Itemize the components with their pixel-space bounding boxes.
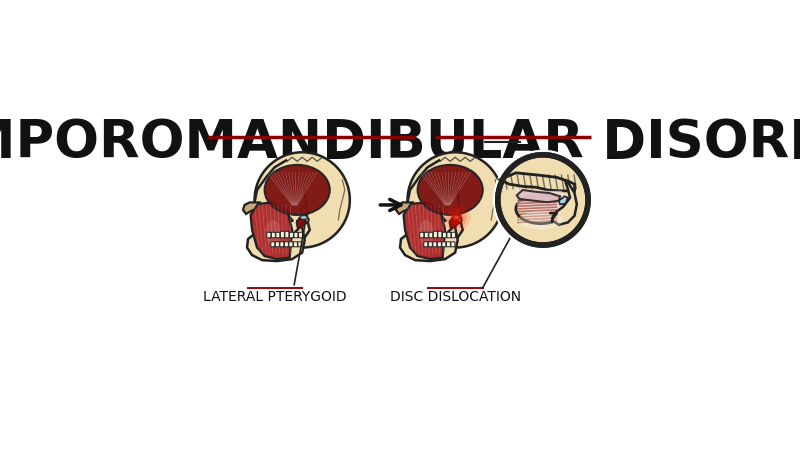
Ellipse shape [298, 216, 309, 224]
FancyBboxPatch shape [284, 242, 289, 247]
Ellipse shape [518, 211, 563, 229]
Circle shape [453, 214, 460, 221]
FancyBboxPatch shape [275, 242, 279, 247]
FancyBboxPatch shape [451, 232, 455, 238]
FancyBboxPatch shape [294, 242, 298, 247]
Ellipse shape [301, 206, 309, 216]
Circle shape [446, 207, 466, 228]
Polygon shape [403, 202, 445, 259]
FancyBboxPatch shape [298, 242, 302, 247]
Text: DISC DISLOCATION: DISC DISLOCATION [390, 290, 521, 304]
Ellipse shape [300, 216, 307, 219]
Polygon shape [250, 202, 292, 259]
FancyBboxPatch shape [289, 242, 293, 247]
Ellipse shape [266, 220, 281, 245]
FancyBboxPatch shape [447, 232, 451, 238]
FancyBboxPatch shape [442, 242, 446, 247]
FancyBboxPatch shape [294, 232, 298, 238]
Polygon shape [552, 182, 577, 225]
Ellipse shape [265, 165, 330, 215]
Text: LATERAL PTERYGOID: LATERAL PTERYGOID [202, 290, 346, 304]
Polygon shape [254, 160, 310, 240]
FancyBboxPatch shape [280, 242, 284, 247]
FancyBboxPatch shape [298, 232, 302, 238]
Circle shape [407, 152, 503, 248]
Polygon shape [449, 217, 459, 228]
FancyBboxPatch shape [438, 242, 442, 247]
FancyBboxPatch shape [280, 231, 284, 238]
FancyBboxPatch shape [276, 232, 280, 238]
FancyBboxPatch shape [420, 232, 424, 238]
Polygon shape [296, 217, 306, 228]
Ellipse shape [418, 165, 482, 215]
Polygon shape [283, 214, 293, 221]
Polygon shape [516, 187, 566, 216]
FancyBboxPatch shape [267, 232, 271, 238]
Polygon shape [247, 220, 305, 261]
FancyBboxPatch shape [451, 242, 455, 247]
FancyBboxPatch shape [271, 232, 275, 238]
Polygon shape [500, 173, 574, 191]
FancyBboxPatch shape [271, 242, 275, 247]
Polygon shape [243, 202, 259, 214]
FancyBboxPatch shape [446, 242, 450, 247]
FancyBboxPatch shape [429, 232, 433, 238]
Polygon shape [400, 220, 458, 261]
FancyBboxPatch shape [434, 231, 438, 238]
Polygon shape [407, 160, 462, 240]
Text: TEMPOROMANDIBULAR DISORDER: TEMPOROMANDIBULAR DISORDER [0, 117, 800, 169]
Ellipse shape [454, 206, 462, 216]
Ellipse shape [418, 220, 434, 245]
Polygon shape [517, 190, 560, 202]
Circle shape [442, 203, 470, 231]
Polygon shape [558, 196, 568, 204]
FancyBboxPatch shape [442, 232, 446, 238]
FancyBboxPatch shape [290, 232, 294, 238]
Circle shape [450, 211, 463, 224]
FancyBboxPatch shape [438, 231, 442, 238]
Ellipse shape [453, 216, 461, 219]
Circle shape [254, 152, 350, 248]
Circle shape [498, 155, 588, 245]
FancyBboxPatch shape [424, 242, 428, 247]
Polygon shape [396, 202, 413, 214]
FancyBboxPatch shape [285, 231, 289, 238]
Ellipse shape [516, 194, 566, 224]
Polygon shape [436, 214, 446, 221]
FancyBboxPatch shape [433, 242, 437, 247]
Ellipse shape [452, 216, 462, 224]
FancyBboxPatch shape [428, 242, 432, 247]
FancyBboxPatch shape [424, 232, 428, 238]
